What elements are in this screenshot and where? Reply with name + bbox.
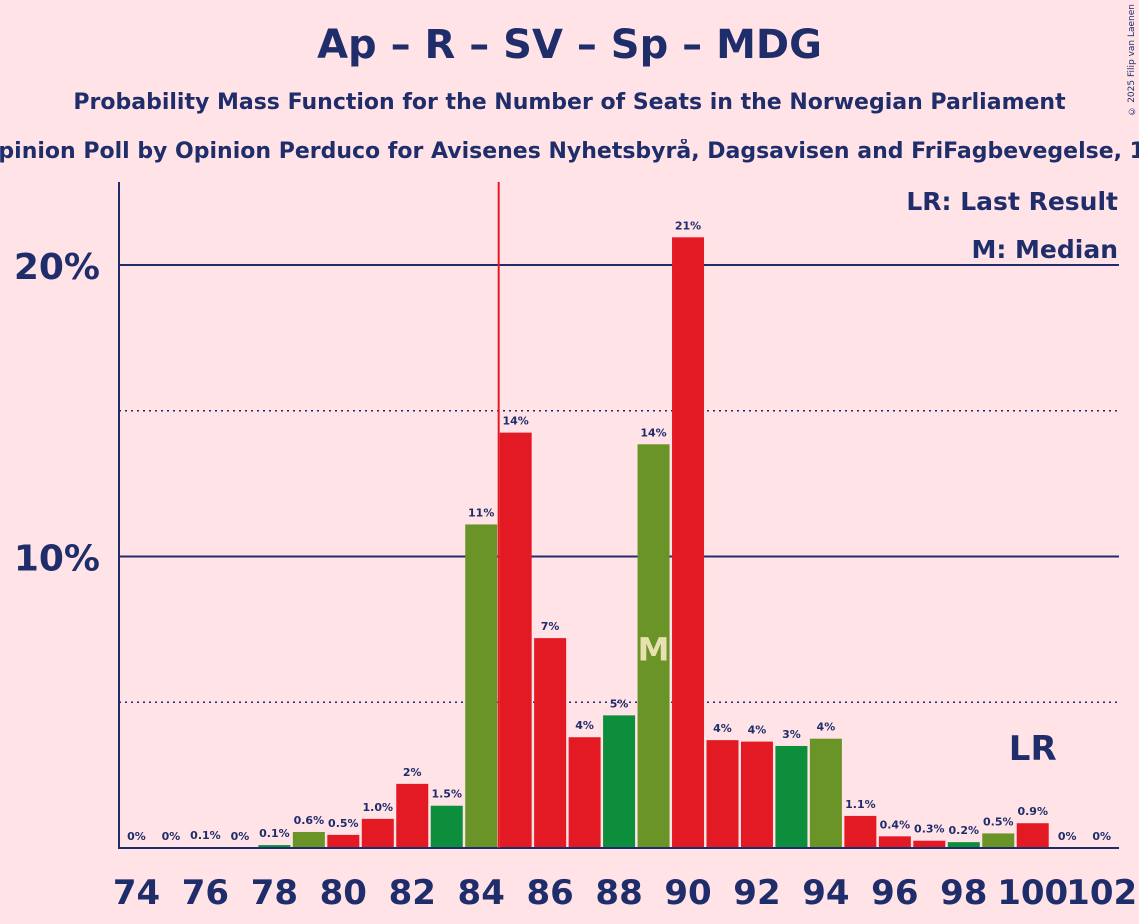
bar-seat-87 [568,737,601,848]
bar-seat-90 [672,237,705,848]
legend-median: M: Median [971,235,1118,264]
bar-label-seat-94: 4% [817,721,836,734]
bar-label-seat-86: 7% [541,620,560,633]
x-tick-label: 90 [664,873,711,913]
bar-label-seat-87: 4% [575,719,594,732]
bar-label-seat-101: 0% [1058,830,1077,843]
x-tick-label: 98 [940,873,987,913]
chart-title: Ap – R – SV – Sp – MDG [317,22,822,68]
grid-lines [119,264,1119,703]
y-tick-label: 20% [14,247,100,288]
bar-seat-99 [982,833,1015,848]
bar-seat-91 [706,740,739,848]
bar-label-seat-93: 3% [782,728,801,741]
chart-subtitle: Probability Mass Function for the Number… [73,90,1066,115]
median-marker: M [638,630,670,668]
bar-seat-84 [465,524,498,848]
bar-label-seat-76: 0.1% [190,829,221,842]
bar-label-seat-84: 11% [468,506,494,519]
x-tick-label: 100 [997,873,1068,913]
bar-seat-82 [396,783,429,848]
bar-label-seat-75: 0% [162,830,181,843]
bar-label-seat-77: 0% [231,830,250,843]
bar-label-seat-74: 0% [127,830,146,843]
bar-seat-81 [361,818,394,848]
markers-group: M LR [497,182,1057,848]
x-tick-label: 102 [1066,873,1137,913]
bar-seat-95 [844,815,877,848]
bar-label-seat-81: 1.0% [363,801,394,814]
bar-seat-89 [637,444,670,848]
x-tick-label: 80 [320,873,367,913]
bar-label-seat-96: 0.4% [880,818,911,831]
bar-seat-97 [913,840,946,848]
x-tick-label: 84 [458,873,505,913]
legend-last-result: LR: Last Result [906,187,1118,216]
x-tick-label: 82 [389,873,436,913]
x-tick-label: 76 [182,873,229,913]
bar-label-seat-88: 5% [610,697,629,710]
x-tick-label: 96 [871,873,918,913]
x-tick-label: 92 [733,873,780,913]
last-result-marker: LR [1009,729,1057,769]
bar-label-seat-89: 14% [640,426,666,439]
bar-seat-94 [809,738,842,848]
bar-label-seat-98: 0.2% [949,824,980,837]
bar-label-seat-95: 1.1% [845,798,876,811]
x-tick-label: 94 [802,873,849,913]
bar-label-seat-100: 0.9% [1017,805,1048,818]
y-tick-labels: 10% 20% [14,247,100,580]
bar-label-seat-92: 4% [748,724,767,737]
x-tick-label: 78 [251,873,298,913]
bar-label-seat-82: 2% [403,766,422,779]
bar-labels-group: 0% 0% 0.1% 0% 0.1%0.6% 0.5%1.0%2%1.5%11%14%7%… [127,219,1111,843]
bar-label-seat-102: 0% [1092,830,1111,843]
x-tick-label: 86 [526,873,573,913]
bar-label-seat-79: 0.6% [294,814,325,827]
bar-label-seat-97: 0.3% [914,823,945,836]
bar-seat-98 [947,842,980,848]
bar-label-seat-99: 0.5% [983,815,1014,828]
bar-label-seat-83: 1.5% [431,788,462,801]
chart-poll-source: Opinion Poll by Opinion Perduco for Avis… [0,139,1139,164]
bar-label-seat-90: 21% [675,219,701,232]
y-tick-label: 10% [14,539,100,580]
bar-label-seat-85: 14% [502,415,528,428]
bar-seat-86 [534,638,567,848]
bar-seat-78 [258,845,291,848]
bar-seat-100 [1016,823,1049,848]
bar-seat-93 [775,745,808,848]
bar-seat-83 [430,805,463,848]
bars-group [189,237,1049,848]
bar-seat-88 [603,715,636,848]
bar-seat-96 [878,836,911,848]
bar-label-seat-80: 0.5% [328,817,359,830]
bar-seat-79 [292,831,325,848]
bar-seat-85 [499,432,532,848]
bar-label-seat-78: 0.1% [259,827,290,840]
x-tick-label: 88 [595,873,642,913]
bar-label-seat-91: 4% [713,722,732,735]
x-tick-label: 74 [113,873,160,913]
bar-seat-80 [327,834,360,848]
axes-group [118,182,1119,849]
bar-seat-92 [740,741,773,848]
